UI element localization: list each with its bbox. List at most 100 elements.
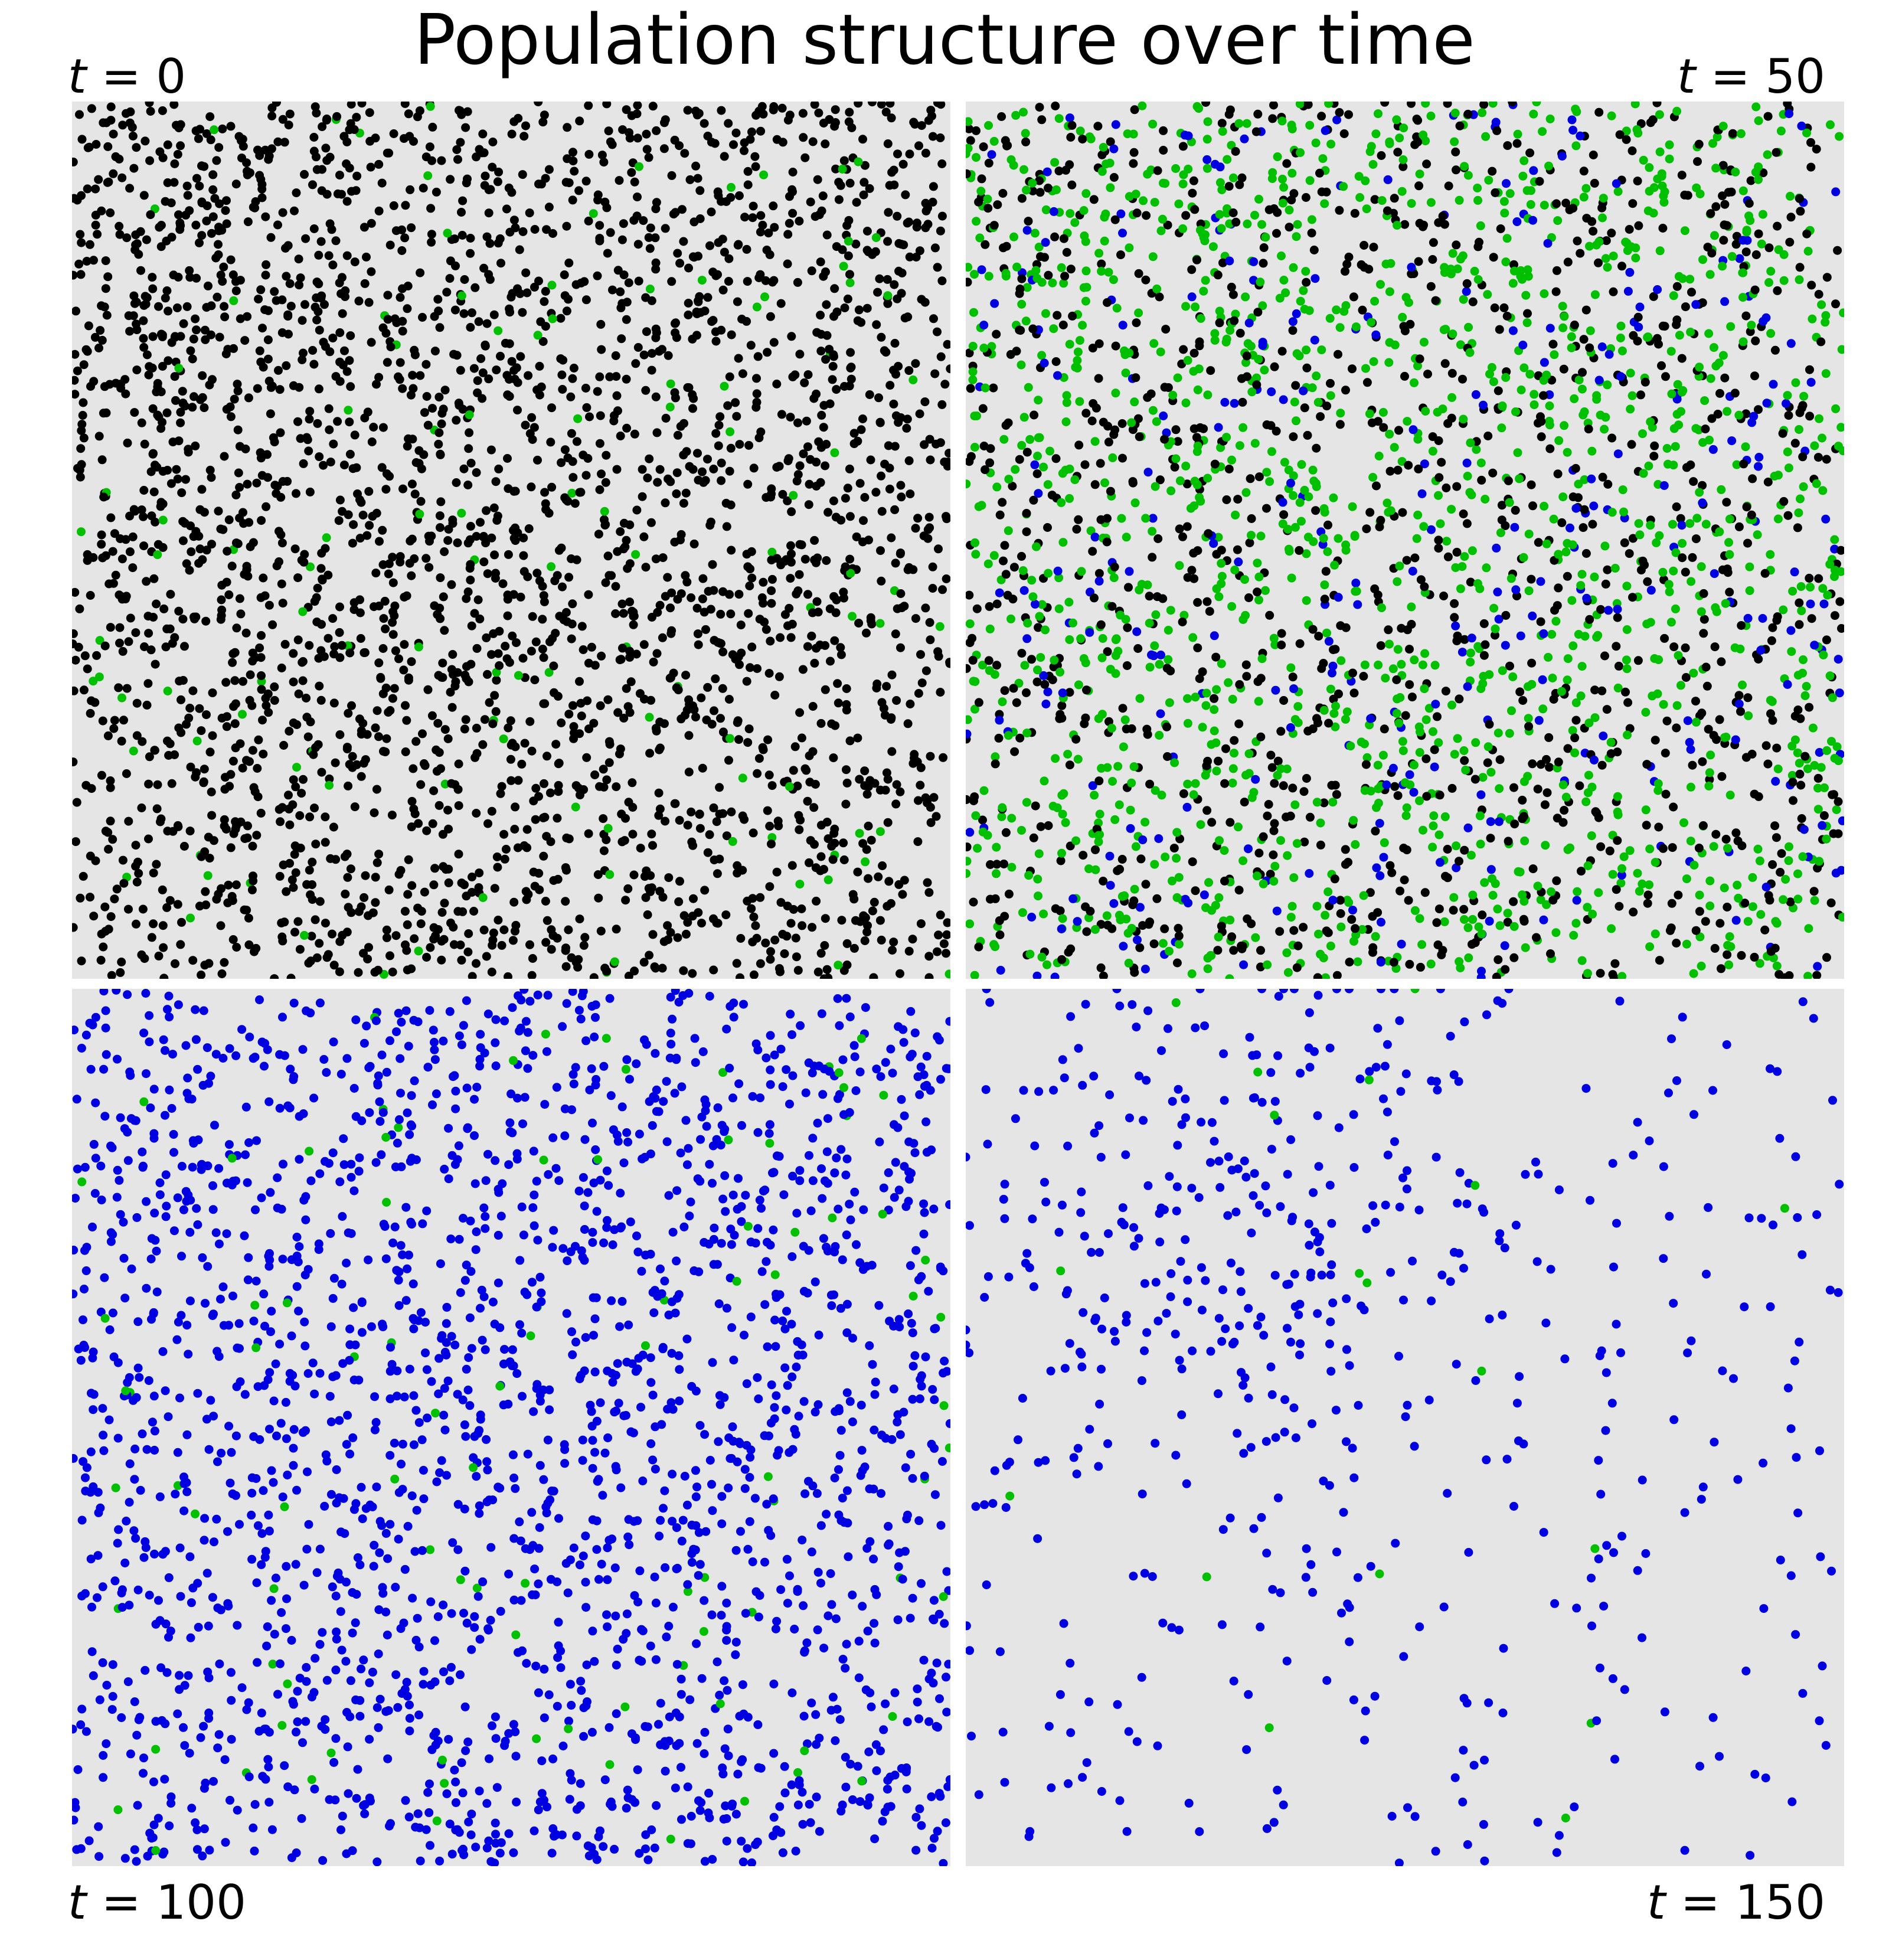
- point-black: [238, 763, 247, 773]
- point-black: [72, 655, 80, 665]
- point-green: [1032, 273, 1042, 283]
- point-black: [1563, 744, 1573, 753]
- point-black: [1273, 208, 1282, 217]
- point-black: [323, 633, 333, 643]
- point-black: [214, 250, 223, 259]
- point-green: [210, 125, 219, 135]
- point-black: [1385, 861, 1395, 870]
- point-blue: [1388, 763, 1398, 773]
- point-black: [809, 394, 819, 403]
- point-black: [422, 953, 432, 962]
- point-black: [199, 778, 208, 788]
- point-black: [417, 907, 426, 916]
- point-green: [848, 612, 857, 621]
- point-green: [1710, 231, 1719, 240]
- point-black: [896, 643, 905, 652]
- point-black: [103, 142, 113, 151]
- point-black: [181, 210, 191, 220]
- point-black: [743, 562, 753, 571]
- point-green: [1156, 226, 1166, 236]
- point-black: [1078, 135, 1087, 144]
- point-black: [599, 846, 609, 855]
- point-green: [1165, 946, 1174, 956]
- point-black: [853, 867, 862, 877]
- point-black: [819, 865, 828, 874]
- point-black: [509, 590, 518, 599]
- point-black: [924, 952, 934, 961]
- point-black: [1053, 311, 1062, 320]
- point-green: [1697, 607, 1706, 616]
- point-green: [1319, 534, 1328, 543]
- point-black: [186, 346, 195, 355]
- point-black: [111, 570, 120, 580]
- point-black: [345, 648, 355, 658]
- point-black: [813, 967, 823, 976]
- point-black: [371, 873, 380, 882]
- point-black: [1544, 733, 1554, 742]
- point-green: [1300, 305, 1309, 314]
- point-black: [1763, 478, 1773, 486]
- point-black: [295, 945, 305, 954]
- point-black: [762, 625, 771, 634]
- point-black: [312, 277, 322, 287]
- point-black: [800, 378, 809, 387]
- point-black: [169, 102, 179, 109]
- point-black: [1273, 756, 1283, 766]
- point-black: [1161, 325, 1171, 334]
- point-black: [1509, 260, 1518, 269]
- point-green: [1558, 780, 1568, 789]
- point-black: [756, 959, 765, 968]
- point-black: [154, 302, 163, 311]
- point-black: [894, 266, 903, 276]
- point-green: [1513, 448, 1522, 458]
- point-green: [1832, 742, 1842, 752]
- point-black: [472, 723, 481, 733]
- point-green: [1034, 243, 1044, 251]
- point-black: [510, 825, 519, 834]
- point-black: [1677, 354, 1687, 363]
- point-green: [1793, 748, 1802, 757]
- point-black: [642, 129, 651, 139]
- point-black: [845, 512, 855, 521]
- point-green: [1415, 748, 1424, 757]
- point-black: [877, 471, 885, 481]
- point-black: [514, 776, 523, 785]
- point-black: [337, 641, 347, 650]
- point-black: [305, 865, 314, 875]
- point-black: [577, 711, 586, 721]
- point-black: [737, 315, 747, 324]
- point-black: [144, 370, 153, 380]
- point-black: [448, 515, 457, 525]
- point-black: [783, 496, 792, 505]
- point-black: [679, 499, 688, 508]
- point-black: [776, 898, 786, 907]
- point-black: [693, 449, 702, 458]
- point-green: [1284, 465, 1293, 475]
- point-black: [72, 306, 80, 316]
- point-black: [1741, 409, 1751, 419]
- point-black: [858, 135, 867, 144]
- point-black: [767, 599, 776, 608]
- point-black: [680, 711, 689, 720]
- point-green: [1603, 380, 1612, 390]
- point-black: [664, 351, 673, 360]
- point-green: [499, 734, 508, 744]
- point-black: [472, 643, 482, 653]
- point-black: [633, 102, 642, 110]
- point-black: [593, 870, 603, 879]
- point-black: [119, 716, 128, 725]
- point-black: [174, 822, 183, 831]
- point-black: [795, 217, 804, 226]
- point-black: [698, 467, 707, 476]
- point-black: [233, 380, 242, 389]
- point-black: [1443, 102, 1452, 108]
- point-green: [998, 697, 1007, 707]
- point-black: [550, 688, 558, 697]
- point-black: [304, 446, 313, 456]
- point-green: [1410, 760, 1419, 770]
- point-black: [1094, 569, 1104, 578]
- point-blue: [1566, 523, 1574, 533]
- point-black: [1608, 970, 1617, 979]
- point-black: [673, 249, 682, 258]
- point-black: [761, 938, 770, 948]
